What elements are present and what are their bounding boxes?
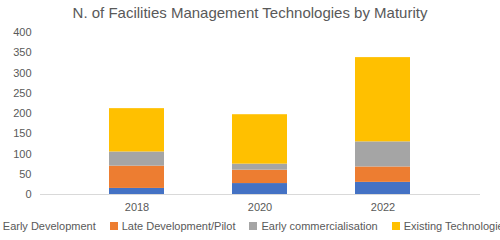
html-text:Late Development/Pilot: Late Development/Pilot	[121, 220, 236, 232]
svg-text:2020: 2020	[248, 201, 272, 213]
svg-text:50: 50	[19, 168, 31, 180]
svg-text:250: 250	[13, 87, 31, 99]
svg-text:300: 300	[13, 67, 31, 79]
html-text:Early commercialisation: Early commercialisation	[261, 220, 378, 232]
svg-text:2018: 2018	[125, 201, 149, 213]
svg-text:100: 100	[13, 148, 31, 160]
svg-text:0: 0	[25, 188, 31, 200]
svg-text:200: 200	[13, 107, 31, 119]
svg-text:150: 150	[13, 127, 31, 139]
svg-text:2022: 2022	[371, 201, 395, 213]
html-text:N. of Facilities Management Te: N. of Facilities Management Technologies…	[72, 4, 428, 21]
svg-text:400: 400	[13, 26, 31, 38]
svg-text:350: 350	[13, 46, 31, 58]
html-text:Early Development: Early Development	[2, 220, 96, 232]
